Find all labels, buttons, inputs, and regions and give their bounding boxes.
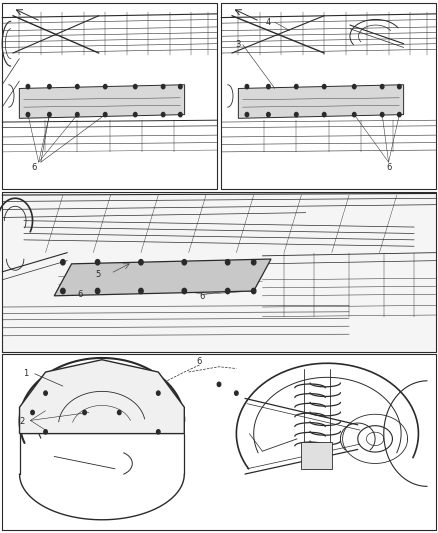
Circle shape xyxy=(31,410,34,415)
Circle shape xyxy=(83,410,86,415)
Circle shape xyxy=(398,112,401,117)
Circle shape xyxy=(226,288,230,294)
Text: 6: 6 xyxy=(386,163,391,172)
Circle shape xyxy=(134,84,137,88)
Bar xyxy=(2,192,436,352)
Circle shape xyxy=(26,112,30,117)
Bar xyxy=(301,442,332,469)
Circle shape xyxy=(103,84,107,88)
Circle shape xyxy=(182,288,187,294)
Text: 4: 4 xyxy=(266,18,271,27)
Circle shape xyxy=(44,430,47,434)
Circle shape xyxy=(48,112,51,117)
Circle shape xyxy=(103,112,107,117)
Circle shape xyxy=(245,84,249,88)
Circle shape xyxy=(117,410,121,415)
Circle shape xyxy=(235,391,238,395)
Text: 6: 6 xyxy=(199,292,205,301)
Polygon shape xyxy=(238,85,404,118)
Circle shape xyxy=(26,84,30,88)
Bar xyxy=(2,3,217,189)
Circle shape xyxy=(267,112,270,117)
Circle shape xyxy=(179,84,182,88)
Bar xyxy=(2,192,436,352)
Circle shape xyxy=(139,288,143,294)
Bar xyxy=(221,3,436,189)
Circle shape xyxy=(245,112,249,117)
Circle shape xyxy=(76,84,79,88)
Circle shape xyxy=(226,260,230,265)
Circle shape xyxy=(322,112,326,117)
Circle shape xyxy=(294,112,298,117)
Circle shape xyxy=(44,391,47,395)
Circle shape xyxy=(156,391,160,395)
Circle shape xyxy=(251,260,256,265)
Polygon shape xyxy=(19,85,184,118)
Circle shape xyxy=(380,112,384,117)
Circle shape xyxy=(61,288,65,294)
Bar xyxy=(2,192,436,352)
Bar xyxy=(2,354,436,530)
Bar xyxy=(2,354,436,530)
Polygon shape xyxy=(54,259,271,296)
Circle shape xyxy=(179,112,182,117)
Circle shape xyxy=(61,260,65,265)
Circle shape xyxy=(134,112,137,117)
Circle shape xyxy=(353,84,356,88)
Circle shape xyxy=(161,84,165,88)
Circle shape xyxy=(217,382,221,386)
Circle shape xyxy=(182,260,187,265)
Circle shape xyxy=(267,84,270,88)
Text: 1: 1 xyxy=(23,369,28,378)
Text: 2: 2 xyxy=(19,417,25,426)
Bar xyxy=(221,3,436,189)
Circle shape xyxy=(322,84,326,88)
Circle shape xyxy=(139,260,143,265)
Text: 6: 6 xyxy=(78,290,83,298)
Circle shape xyxy=(294,84,298,88)
Circle shape xyxy=(398,84,401,88)
Circle shape xyxy=(95,260,100,265)
Polygon shape xyxy=(20,360,184,434)
Circle shape xyxy=(161,112,165,117)
Bar xyxy=(2,3,217,189)
Text: 6: 6 xyxy=(32,163,37,172)
Circle shape xyxy=(156,430,160,434)
Circle shape xyxy=(95,288,100,294)
Text: 6: 6 xyxy=(197,357,202,366)
Circle shape xyxy=(251,288,256,294)
Circle shape xyxy=(48,84,51,88)
Text: 5: 5 xyxy=(95,270,100,279)
Text: 3: 3 xyxy=(236,40,241,49)
Circle shape xyxy=(380,84,384,88)
Circle shape xyxy=(353,112,356,117)
Circle shape xyxy=(76,112,79,117)
